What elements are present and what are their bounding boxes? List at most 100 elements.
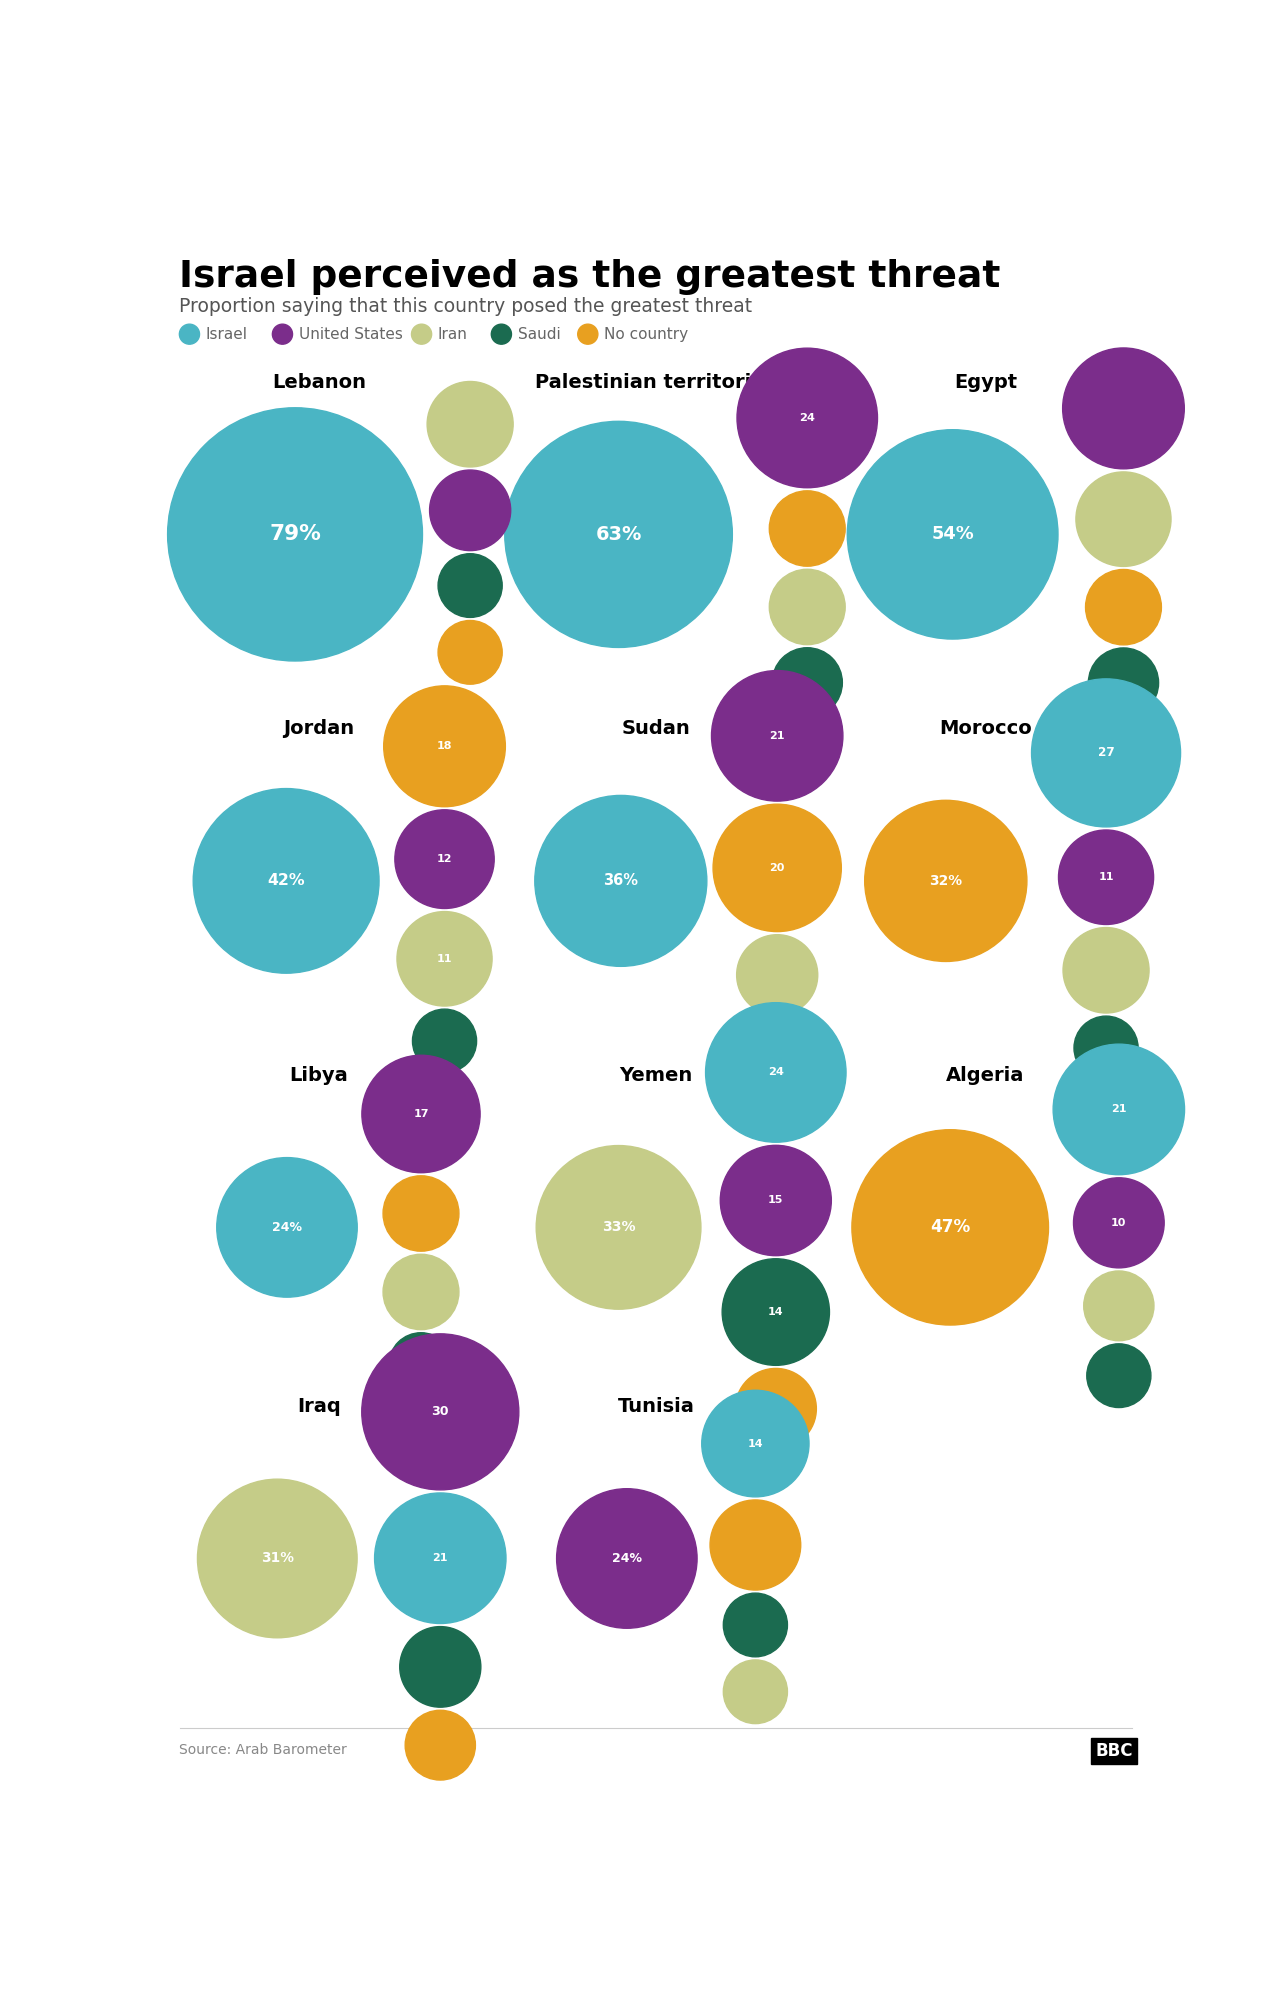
Text: United States: United States	[298, 326, 403, 342]
Circle shape	[406, 1710, 475, 1780]
Circle shape	[1053, 1045, 1184, 1175]
Text: 54%: 54%	[932, 525, 974, 543]
Text: 10: 10	[1111, 1217, 1126, 1227]
Circle shape	[1062, 348, 1184, 468]
Text: Israel: Israel	[206, 326, 248, 342]
Text: 20: 20	[769, 863, 785, 873]
Circle shape	[362, 1055, 480, 1173]
Text: Jordan: Jordan	[283, 719, 355, 739]
Circle shape	[772, 649, 842, 717]
Text: 21: 21	[433, 1554, 448, 1564]
Text: 17: 17	[413, 1109, 429, 1119]
Text: 18: 18	[436, 741, 452, 751]
Circle shape	[1084, 1271, 1155, 1341]
Text: 24: 24	[799, 412, 815, 422]
Circle shape	[389, 1333, 453, 1397]
Text: 24: 24	[768, 1067, 783, 1077]
Text: 30: 30	[431, 1405, 449, 1417]
Circle shape	[216, 1157, 357, 1297]
Text: Lebanon: Lebanon	[271, 372, 366, 392]
Circle shape	[193, 789, 379, 973]
Circle shape	[1032, 679, 1180, 827]
Circle shape	[735, 1369, 817, 1449]
Text: Tunisia: Tunisia	[617, 1397, 695, 1415]
Circle shape	[737, 348, 878, 488]
Text: Palestinian territories: Palestinian territories	[535, 372, 777, 392]
Circle shape	[438, 555, 502, 617]
Circle shape	[852, 1129, 1048, 1325]
Circle shape	[197, 1479, 357, 1638]
Circle shape	[769, 490, 845, 567]
Circle shape	[383, 1255, 460, 1329]
Text: 47%: 47%	[931, 1219, 970, 1237]
Text: 24%: 24%	[612, 1552, 641, 1566]
Circle shape	[1059, 831, 1153, 925]
Text: No country: No country	[604, 326, 689, 342]
Circle shape	[713, 805, 841, 931]
Circle shape	[383, 1175, 460, 1251]
Circle shape	[1088, 649, 1158, 719]
Circle shape	[1085, 569, 1161, 645]
Text: Saudi: Saudi	[517, 326, 561, 342]
Circle shape	[362, 1333, 518, 1489]
Circle shape	[1074, 1017, 1138, 1079]
Circle shape	[577, 324, 598, 344]
Circle shape	[504, 420, 732, 647]
Circle shape	[430, 470, 511, 551]
Text: Proportion saying that this country posed the greatest threat: Proportion saying that this country pose…	[179, 296, 753, 316]
Text: 79%: 79%	[269, 525, 321, 545]
Circle shape	[847, 430, 1059, 639]
Text: 63%: 63%	[595, 525, 641, 545]
Circle shape	[438, 621, 502, 685]
Circle shape	[375, 1493, 506, 1624]
Circle shape	[1076, 472, 1171, 567]
Text: 27: 27	[1098, 747, 1115, 759]
Circle shape	[1064, 927, 1149, 1013]
Text: Morocco: Morocco	[940, 719, 1032, 739]
Text: 42%: 42%	[268, 873, 305, 889]
Text: Libya: Libya	[289, 1065, 348, 1085]
Circle shape	[705, 1003, 846, 1143]
Text: Algeria: Algeria	[946, 1065, 1024, 1085]
Circle shape	[273, 324, 293, 344]
Circle shape	[412, 1009, 476, 1073]
Circle shape	[384, 687, 506, 807]
Text: 36%: 36%	[603, 873, 639, 889]
Text: 15: 15	[768, 1195, 783, 1205]
Circle shape	[1074, 1177, 1165, 1267]
Circle shape	[742, 1019, 813, 1089]
Circle shape	[397, 911, 492, 1007]
Text: 11: 11	[436, 953, 452, 963]
Circle shape	[723, 1594, 787, 1658]
Circle shape	[710, 1499, 801, 1590]
Text: 21: 21	[769, 731, 785, 741]
Text: 12: 12	[436, 855, 452, 865]
Circle shape	[535, 795, 707, 967]
Circle shape	[394, 809, 494, 909]
Circle shape	[557, 1489, 698, 1628]
Circle shape	[701, 1389, 809, 1497]
Text: 14: 14	[768, 1307, 783, 1317]
Text: 11: 11	[1098, 873, 1114, 883]
Text: Israel perceived as the greatest threat: Israel perceived as the greatest threat	[179, 258, 1001, 294]
Circle shape	[536, 1145, 701, 1309]
Text: Yemen: Yemen	[620, 1065, 692, 1085]
Text: 33%: 33%	[602, 1221, 635, 1235]
Text: Iraq: Iraq	[297, 1397, 340, 1415]
Circle shape	[723, 1660, 787, 1724]
Circle shape	[168, 408, 422, 661]
Text: Iran: Iran	[438, 326, 467, 342]
Text: Sudan: Sudan	[622, 719, 690, 739]
Text: Egypt: Egypt	[954, 372, 1016, 392]
Circle shape	[1087, 1343, 1151, 1407]
Text: 14: 14	[748, 1439, 763, 1449]
Text: 24%: 24%	[271, 1221, 302, 1233]
Circle shape	[722, 1259, 829, 1365]
Text: Source: Arab Barometer: Source: Arab Barometer	[179, 1744, 347, 1758]
Text: 32%: 32%	[929, 875, 963, 887]
Circle shape	[399, 1626, 481, 1708]
Circle shape	[737, 935, 818, 1015]
Circle shape	[712, 671, 844, 801]
Circle shape	[865, 801, 1027, 961]
Text: BBC: BBC	[1096, 1742, 1133, 1760]
